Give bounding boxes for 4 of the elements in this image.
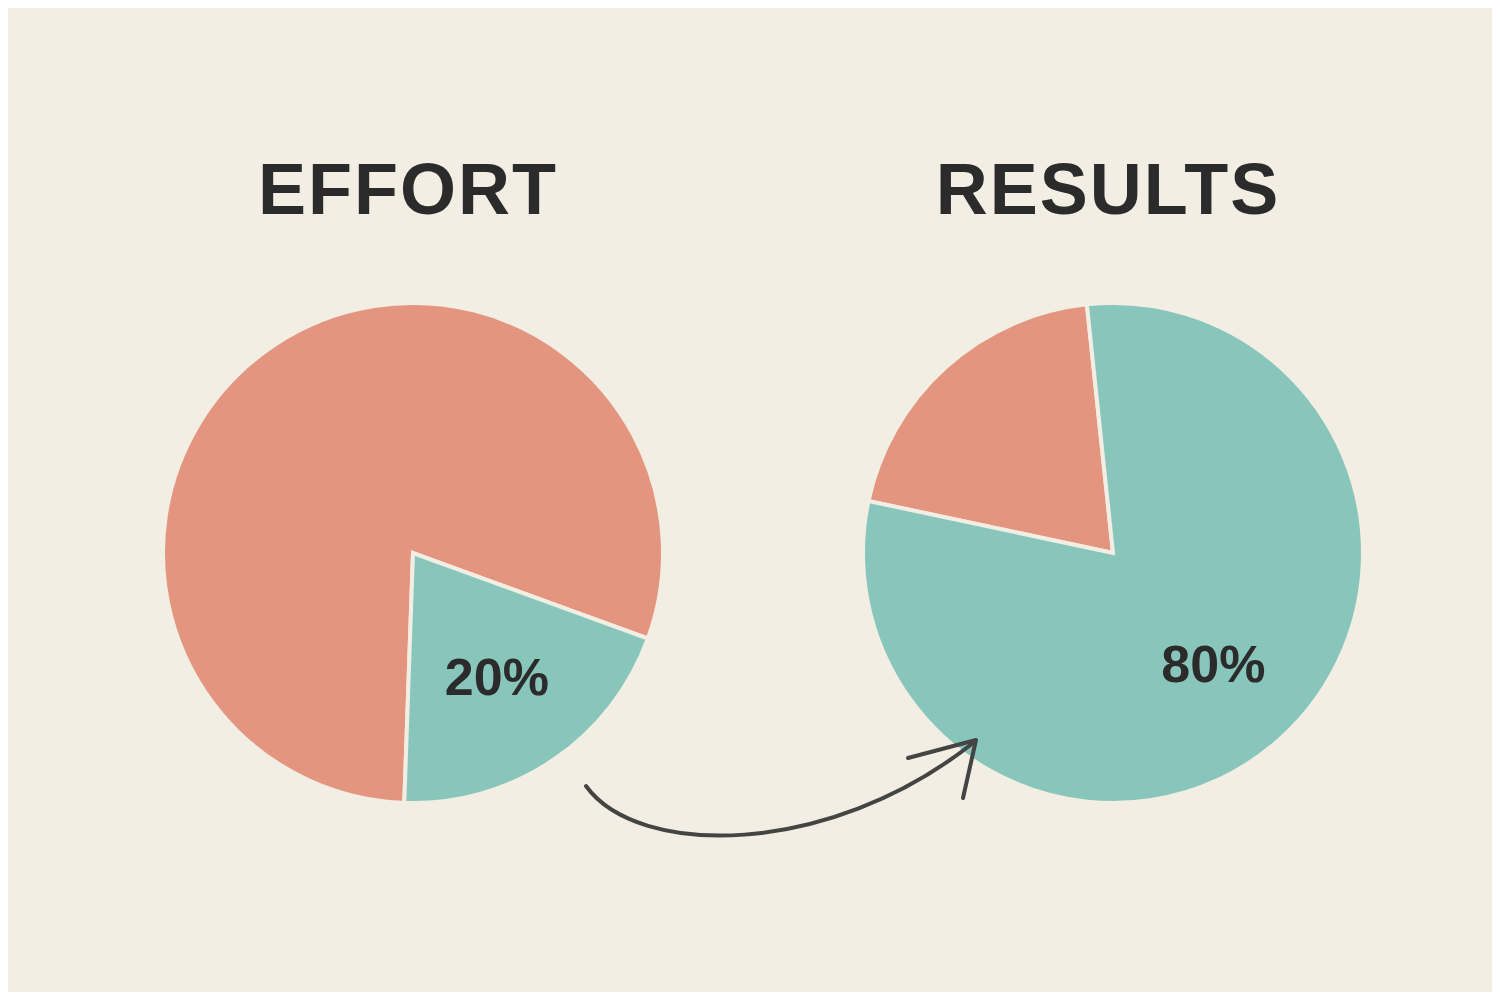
chart-title: EFFORT bbox=[257, 148, 559, 231]
data-label: 80% bbox=[1161, 635, 1266, 694]
chart-title: RESULTS bbox=[934, 148, 1282, 231]
data-label: 20% bbox=[444, 648, 549, 707]
